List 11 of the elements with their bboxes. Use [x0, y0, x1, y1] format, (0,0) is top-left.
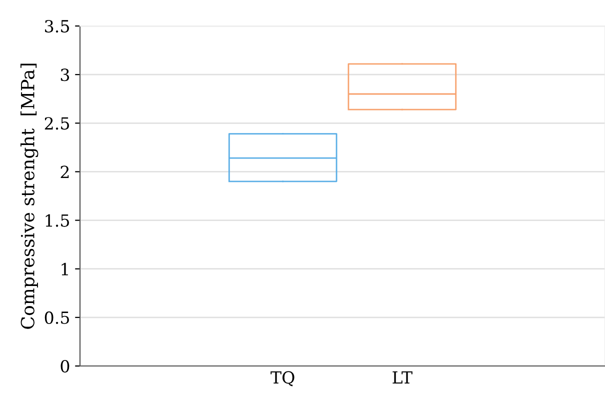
y-tick-label: 3: [60, 68, 70, 82]
y-tick-label: 1.5: [46, 214, 69, 227]
y-tick-label: 0: [60, 360, 70, 373]
x-tick-label: TQ: [270, 371, 294, 386]
y-axis-title: Compressive strenght [MPa]: [20, 64, 38, 329]
y-tick-label: 2.5: [44, 117, 69, 130]
y-tick-label: 0.5: [44, 311, 69, 324]
x-tick-label: LT: [392, 371, 412, 384]
y-tick-label: 2: [60, 166, 69, 178]
y-tick-label: 3.5: [45, 20, 69, 33]
y-tick-label: 1: [62, 262, 68, 276]
